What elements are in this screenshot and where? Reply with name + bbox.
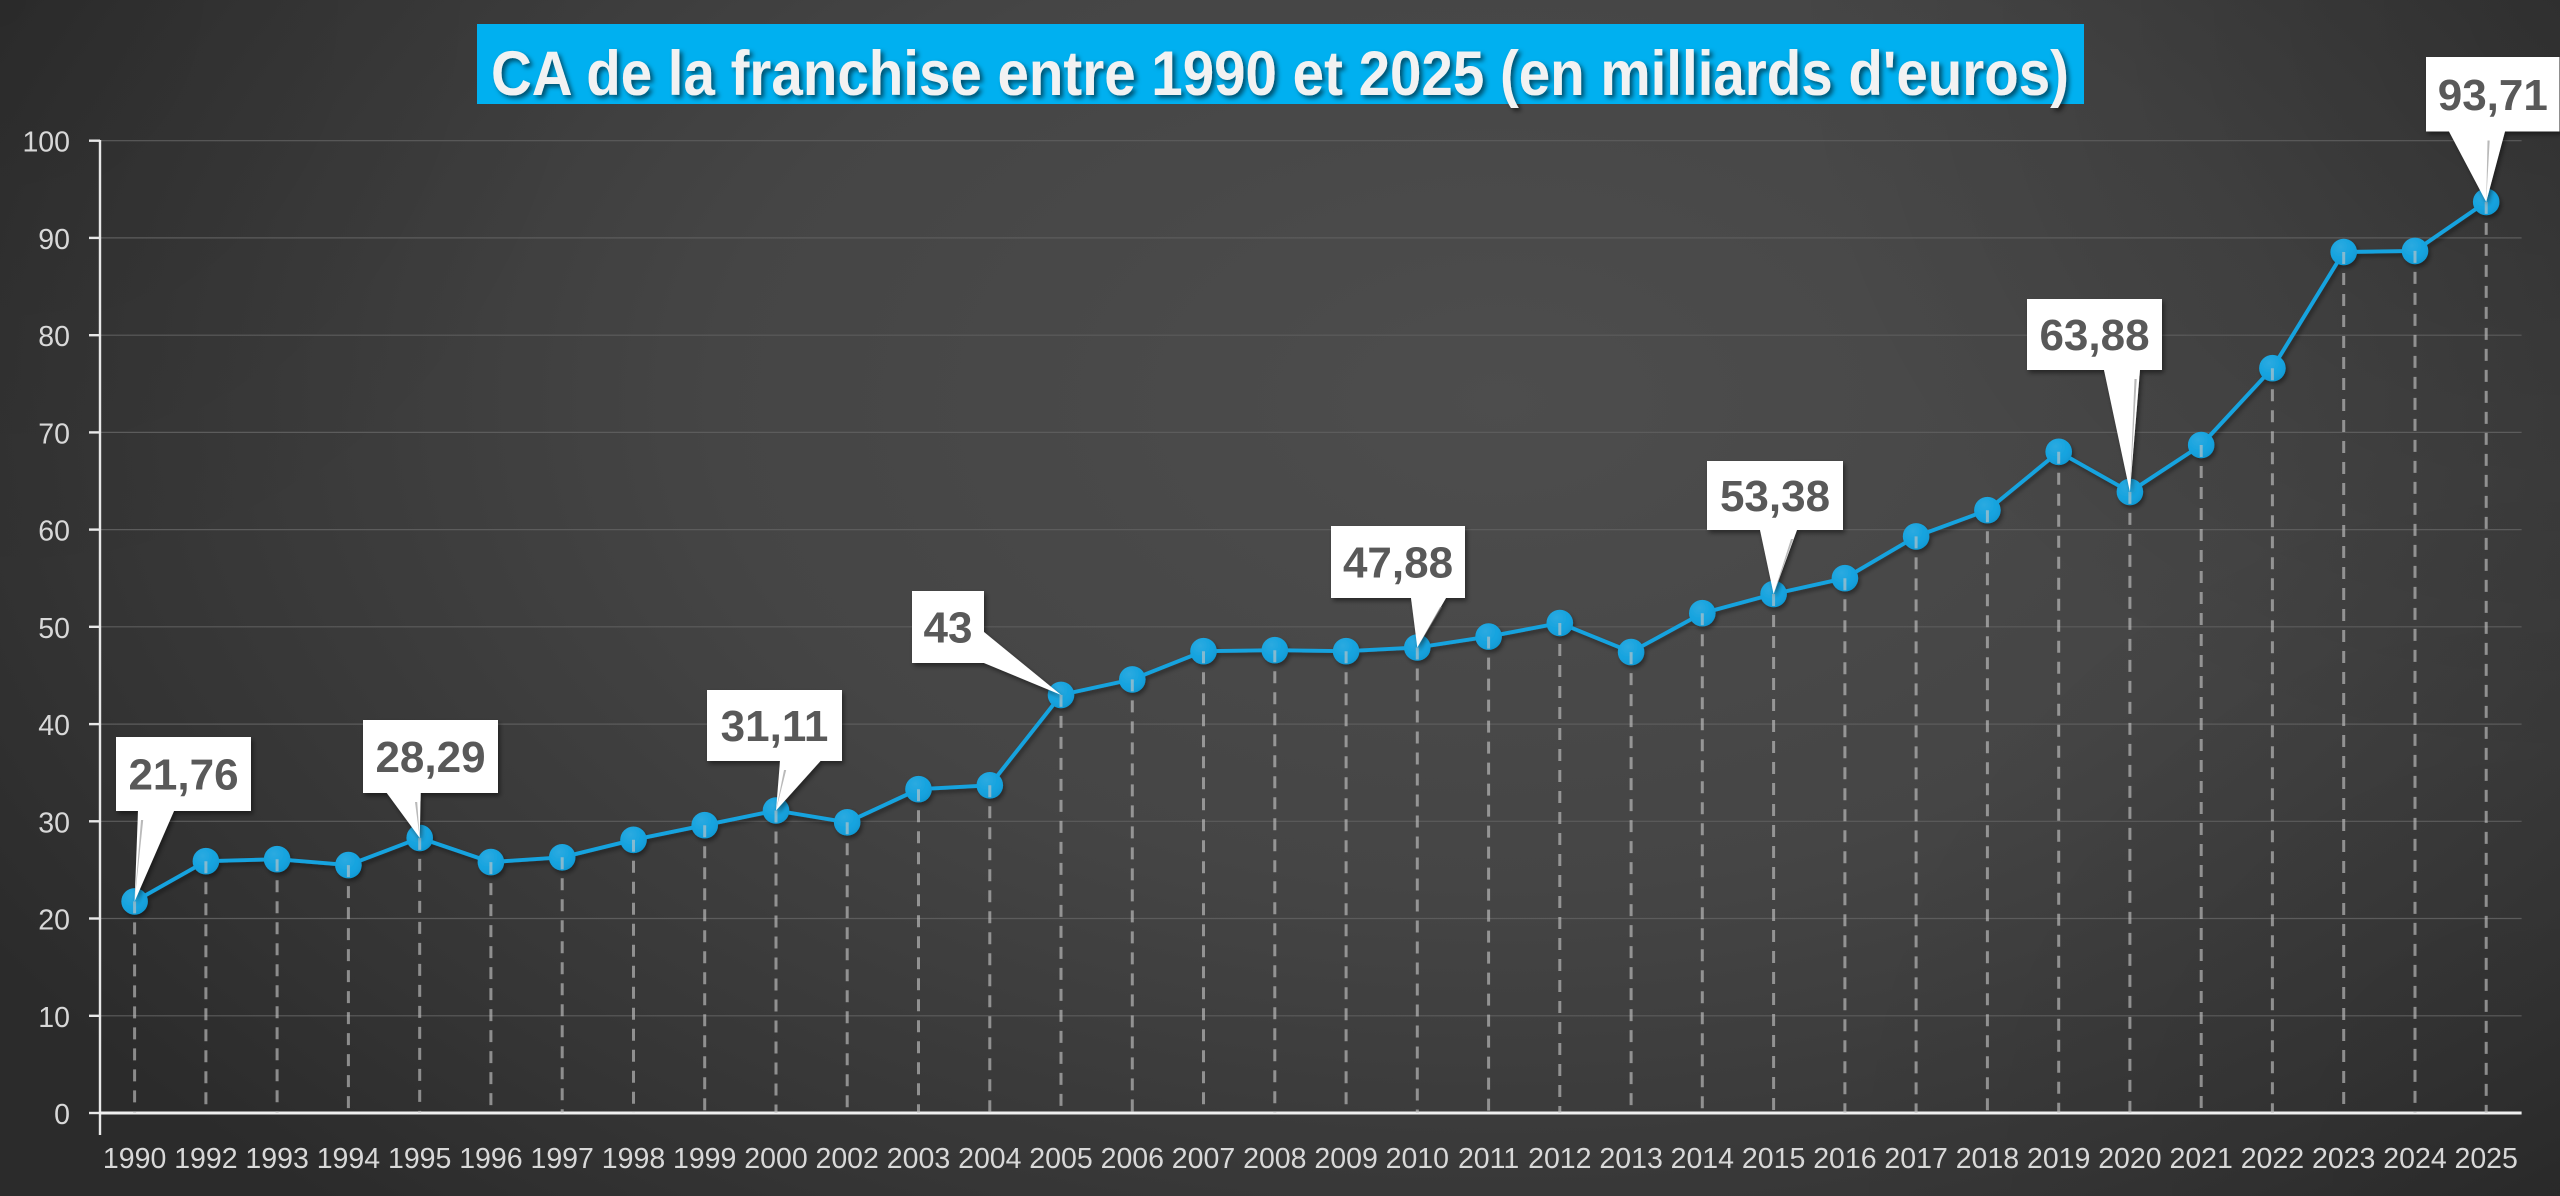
svg-text:63,88: 63,88 (2039, 311, 2149, 360)
svg-text:70: 70 (38, 418, 70, 450)
svg-text:10: 10 (38, 1002, 70, 1034)
svg-text:2019: 2019 (2027, 1143, 2090, 1175)
svg-text:1998: 1998 (602, 1143, 665, 1175)
svg-text:90: 90 (38, 224, 70, 256)
svg-text:1995: 1995 (388, 1143, 451, 1175)
svg-text:31,11: 31,11 (721, 702, 829, 751)
svg-text:2010: 2010 (1386, 1143, 1449, 1175)
svg-text:1999: 1999 (673, 1143, 736, 1175)
svg-text:2014: 2014 (1671, 1143, 1735, 1175)
svg-text:2015: 2015 (1742, 1143, 1805, 1175)
svg-text:2018: 2018 (1956, 1143, 2019, 1175)
svg-text:80: 80 (38, 321, 70, 353)
svg-text:40: 40 (38, 710, 70, 742)
svg-text:CA de la franchise entre 1990: CA de la franchise entre 1990 et 2025 (e… (491, 39, 2069, 109)
svg-text:50: 50 (38, 613, 70, 645)
svg-text:2005: 2005 (1029, 1143, 1092, 1175)
svg-text:60: 60 (38, 516, 70, 548)
svg-text:47,88: 47,88 (1343, 539, 1453, 588)
svg-text:2000: 2000 (744, 1143, 807, 1175)
svg-text:2012: 2012 (1528, 1143, 1591, 1175)
svg-text:2009: 2009 (1314, 1143, 1377, 1175)
svg-text:2006: 2006 (1101, 1143, 1164, 1175)
svg-text:2011: 2011 (1458, 1143, 1519, 1175)
svg-text:2025: 2025 (2454, 1143, 2517, 1175)
svg-text:2003: 2003 (887, 1143, 950, 1175)
svg-text:0: 0 (54, 1099, 70, 1131)
svg-text:2020: 2020 (2098, 1143, 2161, 1175)
svg-text:100: 100 (22, 127, 70, 159)
svg-text:1997: 1997 (530, 1143, 593, 1175)
svg-text:28,29: 28,29 (375, 733, 485, 782)
svg-text:2007: 2007 (1172, 1143, 1235, 1175)
svg-text:2021: 2021 (2169, 1143, 2232, 1175)
svg-text:2017: 2017 (1884, 1143, 1947, 1175)
svg-text:93,71: 93,71 (2438, 71, 2548, 120)
svg-text:1993: 1993 (245, 1143, 308, 1175)
svg-text:53,38: 53,38 (1720, 472, 1830, 521)
svg-text:2022: 2022 (2241, 1143, 2304, 1175)
svg-text:2013: 2013 (1599, 1143, 1662, 1175)
svg-text:30: 30 (38, 807, 70, 839)
svg-text:1994: 1994 (317, 1143, 381, 1175)
svg-text:1990: 1990 (103, 1143, 166, 1175)
svg-text:2023: 2023 (2312, 1143, 2375, 1175)
svg-text:2024: 2024 (2383, 1143, 2447, 1175)
svg-text:21,76: 21,76 (128, 751, 238, 800)
svg-text:1996: 1996 (459, 1143, 522, 1175)
svg-text:2002: 2002 (815, 1143, 878, 1175)
svg-text:2004: 2004 (958, 1143, 1022, 1175)
svg-text:2016: 2016 (1813, 1143, 1876, 1175)
svg-text:20: 20 (38, 905, 70, 937)
svg-text:2008: 2008 (1243, 1143, 1306, 1175)
svg-text:1992: 1992 (174, 1143, 237, 1175)
svg-text:43: 43 (924, 604, 973, 653)
